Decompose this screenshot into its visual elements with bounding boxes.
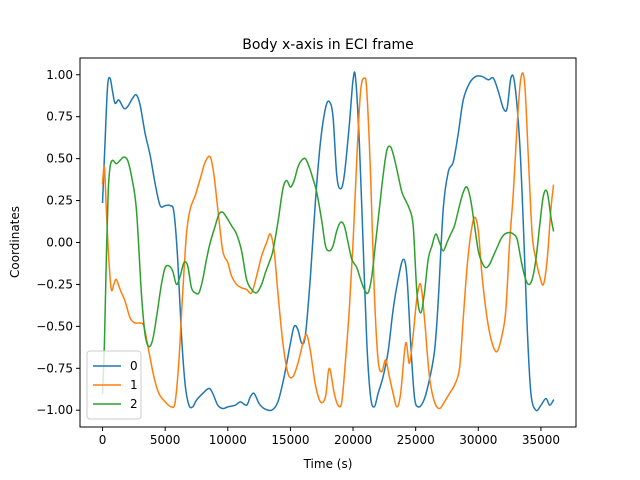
y-axis-ticks: −1.00 −0.75 −0.50 −0.25 0.00 0.25 0.50 0.75 1.00 (36, 68, 80, 417)
y-tick-label: 0.75 (46, 110, 73, 124)
x-tick-label: 0 (99, 433, 107, 447)
x-axis-ticks: 0 5000 10000 15000 20000 25000 30000 35000 (99, 427, 560, 447)
y-tick-label: 1.00 (46, 68, 73, 82)
y-tick-label: −0.25 (36, 277, 73, 291)
y-tick-label: 0.50 (46, 152, 73, 166)
y-tick-label: −0.75 (36, 361, 73, 375)
x-tick-label: 20000 (334, 433, 372, 447)
series-layer (101, 71, 555, 412)
y-tick-label: 0.00 (46, 236, 73, 250)
x-tick-label: 15000 (271, 433, 309, 447)
legend-label-0: 0 (130, 359, 138, 373)
y-tick-label: −0.50 (36, 319, 73, 333)
y-axis-label: Coordinates (8, 206, 22, 278)
plot-frame (79, 57, 577, 428)
x-tick-label: 10000 (209, 433, 247, 447)
y-tick-label: 0.25 (46, 194, 73, 208)
series-line-0 (101, 71, 555, 412)
plot-area (80, 58, 576, 427)
y-tick-label: −1.00 (36, 403, 73, 417)
series-line-1 (101, 72, 555, 410)
x-tick-label: 35000 (522, 433, 560, 447)
chart-title: Body x-axis in ECI frame (242, 37, 414, 53)
x-axis-label: Time (s) (303, 457, 353, 471)
series-line-2 (101, 145, 555, 395)
legend-label-2: 2 (130, 397, 138, 411)
x-tick-label: 25000 (397, 433, 435, 447)
legend: 0 1 2 (86, 350, 142, 420)
legend-label-1: 1 (130, 378, 138, 392)
x-tick-label: 5000 (150, 433, 181, 447)
x-tick-label: 30000 (459, 433, 497, 447)
